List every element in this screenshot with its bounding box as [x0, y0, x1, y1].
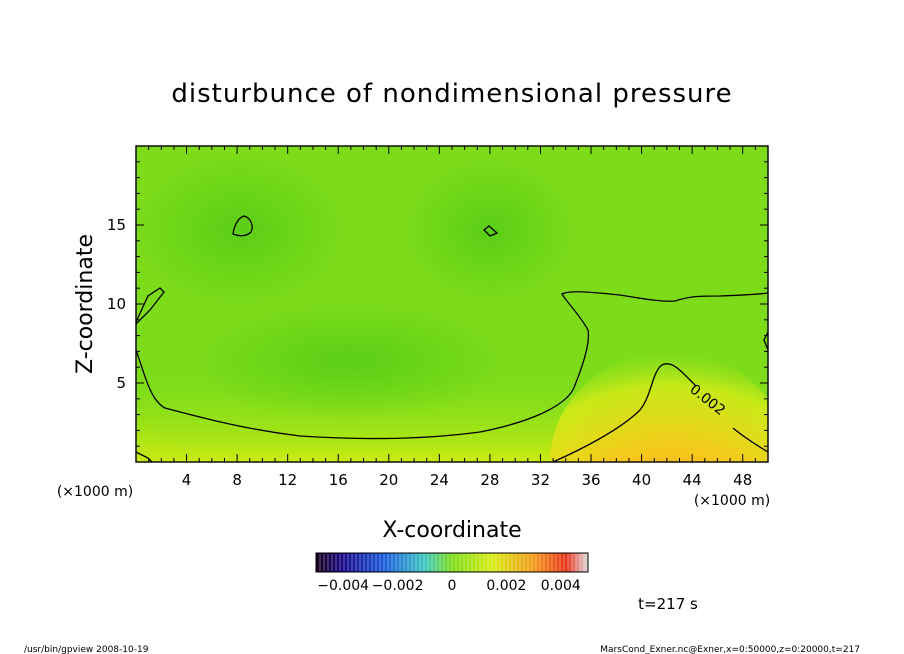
contour-left-branch: [136, 287, 165, 325]
chart-title: disturbunce of nondimensional pressure: [171, 79, 732, 109]
x-tick-label: 20: [379, 471, 398, 489]
colorbar-tick-label: 0: [448, 578, 457, 594]
x-tick-label: 36: [581, 471, 600, 489]
heatmap-field: [136, 146, 768, 462]
x-tick-label: 4: [182, 471, 192, 489]
x-tick-label: 12: [278, 471, 297, 489]
x-tick-label: 28: [480, 471, 499, 489]
y-tick-label: 5: [116, 374, 126, 392]
x-axis: 4 8 12 16 20 24 28 32 36 40 44 48: [148, 146, 769, 489]
footer-right: MarsCond_Exner.nc@Exner,x=0:50000,z=0:20…: [600, 645, 860, 654]
y-tick-label: 10: [107, 295, 126, 313]
z-unit-label: (×1000 m): [694, 493, 770, 509]
contour-min-left: [232, 215, 253, 237]
colorbar-tick-label: −0.002: [372, 578, 424, 594]
footer-left: /usr/bin/gpview 2008-10-19: [24, 645, 149, 654]
contour-main-trough: [136, 291, 768, 440]
x-tick-label: 44: [683, 471, 702, 489]
x-unit-label: (×1000 m): [57, 484, 133, 500]
colorbar: −0.004 −0.002 0 0.002 0.004: [315, 552, 589, 594]
x-tick-label: 8: [232, 471, 242, 489]
x-tick-label: 32: [531, 471, 550, 489]
y-axis: 5 10 15: [107, 161, 768, 447]
y-tick-label: 15: [107, 216, 126, 234]
contour-hot-region: [552, 363, 768, 462]
x-tick-label: 48: [733, 471, 752, 489]
x-axis-label: X-coordinate: [382, 518, 521, 543]
colorbar-tick-label: 0.004: [541, 578, 581, 594]
colorbar-gradient: [315, 552, 589, 573]
contour-left-bottom: [136, 451, 153, 462]
colorbar-stripes: [319, 554, 585, 571]
x-tick-label: 16: [329, 471, 348, 489]
y-axis-label: Z-coordinate: [73, 234, 98, 374]
colorbar-tick-label: 0.002: [486, 578, 526, 594]
colorbar-tick-label: −0.004: [317, 578, 369, 594]
colorbar-tick-labels: −0.004 −0.002 0 0.002 0.004: [317, 578, 581, 594]
x-tick-label: 24: [430, 471, 449, 489]
time-label: t=217 s: [638, 595, 698, 613]
contour-min-right: [483, 225, 499, 237]
contour-lines: [136, 215, 768, 462]
x-tick-label: 40: [632, 471, 651, 489]
contour-right-edge: [763, 331, 768, 351]
